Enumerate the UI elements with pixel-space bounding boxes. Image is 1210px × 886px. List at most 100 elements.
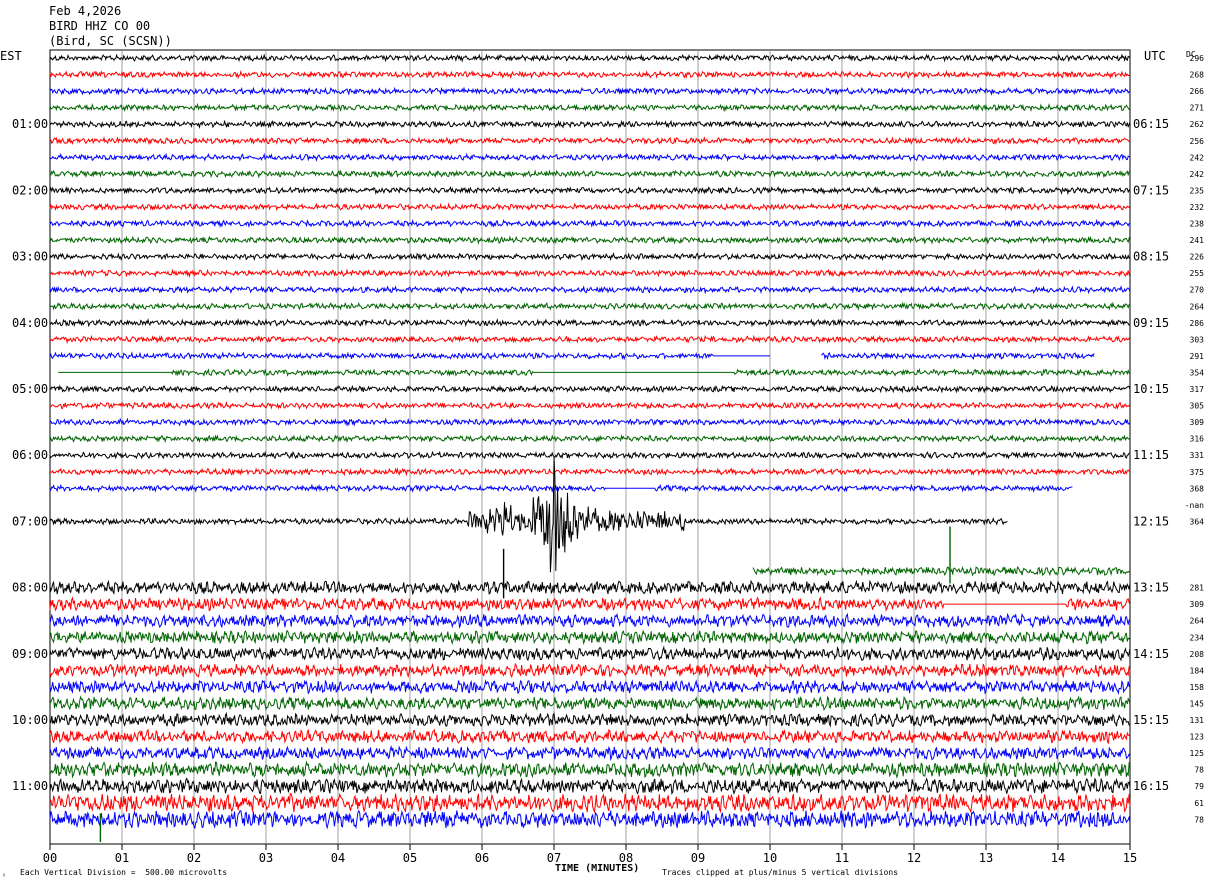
- x-tick-label: 10: [763, 851, 777, 865]
- seismic-trace: [49, 596, 1131, 613]
- dc-offset-value: 242: [1190, 153, 1205, 162]
- seismic-trace: [49, 612, 1131, 629]
- dc-offset-value: 79: [1194, 782, 1204, 791]
- dc-offset-value: 232: [1190, 203, 1205, 212]
- x-tick-label: 05: [403, 851, 417, 865]
- seismic-trace: [49, 433, 1131, 444]
- dc-offset-value: 256: [1190, 137, 1205, 146]
- utc-hour-label: 13:15: [1133, 581, 1169, 595]
- scale-note: Each Vertical Division = 500.00 microvol…: [20, 868, 228, 877]
- seismic-trace: [49, 744, 1131, 762]
- seismic-trace: [49, 317, 1130, 328]
- station-label: BIRD HHZ CO 00: [49, 19, 151, 33]
- dc-offset-column: 296 268 266 271 262 256 242 242 235 232 238 241 226 2…: [1185, 54, 1204, 824]
- utc-hour-label: 11:15: [1133, 448, 1169, 462]
- x-tick-label: 08: [619, 851, 633, 865]
- seismic-trace: [49, 483, 1073, 494]
- seismic-trace: [49, 457, 1008, 573]
- seismic-trace: [49, 69, 1131, 80]
- dc-offset-value: 364: [1190, 517, 1205, 526]
- utc-hour-label: 09:15: [1133, 316, 1169, 330]
- dc-offset-value: 241: [1190, 236, 1205, 245]
- seismic-trace: [49, 679, 1131, 696]
- seismic-trace: [49, 450, 1130, 460]
- minute-gridlines: [121, 50, 1059, 844]
- seismic-trace: [49, 268, 1131, 279]
- est-hour-label: 09:00: [12, 647, 48, 661]
- dc-offset-value: 61: [1194, 799, 1204, 808]
- dc-offset-value: 309: [1190, 418, 1205, 427]
- dc-offset-value: 145: [1190, 699, 1205, 708]
- dc-offset-value: 268: [1190, 71, 1205, 80]
- x-tick-label: 14: [1051, 851, 1065, 865]
- dc-offset-value: 78: [1194, 815, 1204, 824]
- est-hour-label: 05:00: [12, 382, 48, 396]
- seismic-trace: [49, 777, 1131, 795]
- plot-frame: [49, 49, 1131, 845]
- seismic-trace: [49, 417, 1131, 427]
- seismic-trace: [49, 645, 1131, 663]
- x-tick-label: 02: [187, 851, 201, 865]
- dc-offset-value: 303: [1190, 335, 1205, 344]
- est-hour-label: 10:00: [12, 713, 48, 727]
- est-hour-label: 04:00: [12, 316, 48, 330]
- dc-offset-value: 291: [1190, 352, 1205, 361]
- x-tick-label: 01: [115, 851, 129, 865]
- dc-offset-value: 375: [1190, 468, 1205, 477]
- dc-offset-value: 264: [1190, 302, 1205, 311]
- seismic-trace: [49, 662, 1131, 679]
- dc-offset-value: 184: [1190, 666, 1205, 675]
- x-axis-ticks: 00 01 02 03 04 05 06 07 08 09 10 11 12 13 14 15: [43, 844, 1137, 865]
- utc-hour-label: 15:15: [1133, 713, 1169, 727]
- seismic-trace: [49, 760, 1131, 779]
- dc-offset-value: 242: [1190, 170, 1205, 179]
- utc-zone-label: UTC: [1144, 49, 1166, 63]
- seismic-trace: [49, 102, 1131, 113]
- seismic-trace: [49, 186, 1131, 196]
- dc-offset-value: 270: [1190, 286, 1205, 295]
- seismic-trace: [49, 152, 1131, 163]
- dc-offset-value: 158: [1190, 683, 1205, 692]
- dc-offset-value: 354: [1190, 368, 1205, 377]
- seismic-trace: [49, 53, 1131, 63]
- est-hour-label: 07:00: [12, 514, 48, 528]
- est-zone-label: EST: [0, 49, 22, 63]
- utc-hour-label: 14:15: [1133, 647, 1169, 661]
- utc-hour-label: 06:15: [1133, 117, 1169, 131]
- dc-offset-value: 264: [1190, 617, 1205, 626]
- seismic-trace: [49, 136, 1131, 146]
- dc-offset-value: 296: [1190, 54, 1205, 63]
- seismic-trace: [49, 711, 1131, 728]
- date-label: Feb 4,2026: [49, 4, 122, 18]
- dc-offset-value: 271: [1190, 104, 1205, 113]
- seismic-trace: [49, 334, 1131, 345]
- dc-offset-value: 331: [1190, 451, 1205, 460]
- est-hour-label: 02:00: [12, 183, 48, 197]
- dc-offset-value: 286: [1190, 319, 1205, 328]
- dc-offset-value: 309: [1190, 600, 1205, 609]
- dc-offset-value: 235: [1190, 186, 1205, 195]
- dc-offset-value: 125: [1190, 749, 1205, 758]
- location-label: (Bird, SC (SCSN)): [49, 34, 172, 48]
- dc-offset-value: 316: [1190, 435, 1205, 444]
- dc-offset-value: 123: [1190, 733, 1205, 742]
- dc-offset-value: 317: [1190, 385, 1205, 394]
- utc-hour-label: 12:15: [1133, 514, 1169, 528]
- dc-offset-value: 78: [1194, 766, 1204, 775]
- utc-hour-label: 08:15: [1133, 250, 1169, 264]
- seismic-trace: [49, 119, 1131, 130]
- seismic-trace: [49, 251, 1131, 262]
- x-tick-label: 11: [835, 851, 849, 865]
- seismic-trace: [49, 401, 1131, 410]
- seismic-trace: [49, 792, 1131, 814]
- seismic-trace: [49, 86, 1130, 96]
- dc-offset-value: 208: [1190, 650, 1205, 659]
- dc-offset-value: 255: [1190, 269, 1205, 278]
- utc-hour-label: 07:15: [1133, 183, 1169, 197]
- x-tick-label: 07: [547, 851, 561, 865]
- seismic-traces: [49, 53, 1131, 843]
- seismic-trace: [49, 218, 1131, 229]
- seismic-trace: [49, 351, 1095, 361]
- est-hour-label: 08:00: [12, 581, 48, 595]
